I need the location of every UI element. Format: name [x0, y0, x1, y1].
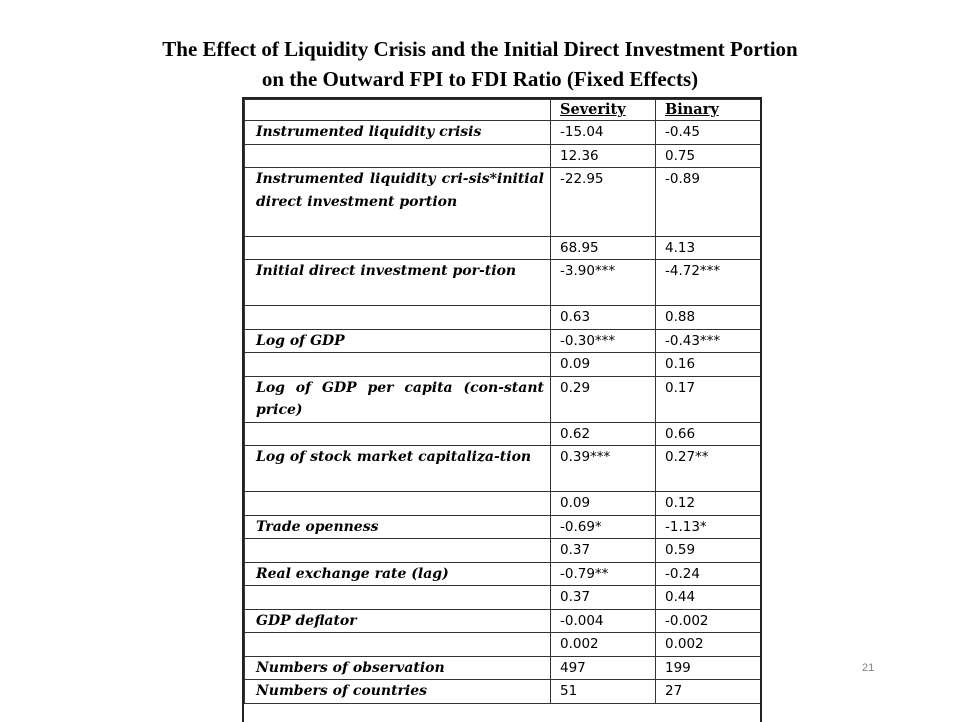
row-variable-label: Trade openness: [244, 514, 551, 539]
row-binary-value: 0.16: [655, 352, 760, 377]
row-severity-value: 0.09: [550, 491, 656, 516]
row-variable-label: [244, 632, 551, 657]
row-variable-label: [244, 491, 551, 516]
row-severity-value: 12.36: [550, 143, 656, 168]
row-severity-value: 0.29: [550, 375, 656, 423]
row-binary-value: -0.45: [655, 120, 760, 145]
table-row: Log of stock market capitaliza-tion 0.39*…: [244, 445, 760, 492]
row-severity-value: 51: [550, 679, 656, 704]
row-variable-label: [244, 352, 551, 377]
row-variable-label: Instrumented liquidity crisis: [244, 120, 551, 145]
row-severity-value: 0.37: [550, 538, 656, 563]
regression-table: Severity Binary Instrumented liquidity c…: [244, 99, 760, 704]
row-binary-value: 0.002: [655, 632, 760, 657]
regression-table-image: Severity Binary Instrumented liquidity c…: [242, 97, 762, 722]
table-row: 0.09 0.16: [244, 352, 760, 377]
table-row: Numbers of countries 51 27: [244, 679, 760, 704]
row-variable-label: Numbers of countries: [244, 679, 551, 704]
row-severity-value: -3.90***: [550, 259, 656, 306]
row-binary-value: 0.66: [655, 421, 760, 446]
row-severity-value: 0.09: [550, 352, 656, 377]
row-binary-value: -0.24: [655, 561, 760, 586]
table-row: Trade openness -0.69* -1.13*: [244, 514, 760, 539]
row-binary-value: 0.59: [655, 538, 760, 563]
table-row: Real exchange rate (lag) -0.79** -0.24: [244, 561, 760, 586]
row-binary-value: -4.72***: [655, 259, 760, 306]
table-row: Initial direct investment por-tion -3.90*…: [244, 259, 760, 306]
row-severity-value: 0.37: [550, 585, 656, 610]
table-row: Log of GDP -0.30*** -0.43***: [244, 328, 760, 353]
row-binary-value: 27: [655, 679, 760, 704]
header-binary: Binary: [655, 99, 760, 121]
row-variable-label: [244, 421, 551, 446]
row-binary-value: 0.44: [655, 585, 760, 610]
header-severity: Severity: [550, 99, 656, 121]
row-variable-label: [244, 305, 551, 330]
table-row: 68.95 4.13: [244, 235, 760, 260]
slide-title-line-2: on the Outward FPI to FDI Ratio (Fixed E…: [261, 67, 699, 91]
header-variable: [244, 99, 551, 121]
page-number: 21: [862, 662, 875, 674]
row-variable-label: [244, 143, 551, 168]
table-row: 0.62 0.66: [244, 421, 760, 446]
row-binary-value: -0.002: [655, 608, 760, 633]
row-variable-label: [244, 538, 551, 563]
row-severity-value: -0.69*: [550, 514, 656, 539]
table-row: Instrumented liquidity cri-sis*initial d…: [244, 167, 760, 237]
row-variable-label: Instrumented liquidity cri-sis*initial d…: [244, 167, 551, 237]
row-severity-value: -0.30***: [550, 328, 656, 353]
table-row: 0.37 0.59: [244, 538, 760, 563]
row-severity-value: -22.95: [550, 167, 656, 237]
row-severity-value: 0.62: [550, 421, 656, 446]
row-binary-value: -0.43***: [655, 328, 760, 353]
table-row: Log of GDP per capita (con-stant price) 0…: [244, 375, 760, 423]
row-variable-label: [244, 585, 551, 610]
row-binary-value: 199: [655, 655, 760, 680]
row-severity-value: 0.002: [550, 632, 656, 657]
row-binary-value: -0.89: [655, 167, 760, 237]
row-binary-value: 0.27**: [655, 445, 760, 492]
row-severity-value: 0.39***: [550, 445, 656, 492]
row-severity-value: -15.04: [550, 120, 656, 145]
table-row: 0.37 0.44: [244, 585, 760, 610]
row-variable-label: Log of GDP per capita (con-stant price): [244, 375, 551, 423]
row-severity-value: 68.95: [550, 235, 656, 260]
row-variable-label: GDP deflator: [244, 608, 551, 633]
row-variable-label: [244, 235, 551, 260]
row-binary-value: 0.17: [655, 375, 760, 423]
row-binary-value: 0.12: [655, 491, 760, 516]
row-severity-value: 497: [550, 655, 656, 680]
table-row: GDP deflator -0.004 -0.002: [244, 608, 760, 633]
table-row: 0.002 0.002: [244, 632, 760, 657]
row-variable-label: Initial direct investment por-tion: [244, 259, 551, 306]
row-binary-value: -1.13*: [655, 514, 760, 539]
row-severity-value: 0.63: [550, 305, 656, 330]
row-severity-value: -0.004: [550, 608, 656, 633]
row-binary-value: 4.13: [655, 235, 760, 260]
table-header-row: Severity Binary: [244, 99, 760, 121]
table-row: Numbers of observation 497 199: [244, 655, 760, 680]
table-row: 0.63 0.88: [244, 305, 760, 330]
row-variable-label: Log of stock market capitaliza-tion: [244, 445, 551, 492]
row-severity-value: -0.79**: [550, 561, 656, 586]
row-variable-label: Numbers of observation: [244, 655, 551, 680]
row-variable-label: Real exchange rate (lag): [244, 561, 551, 586]
table-row: 12.36 0.75: [244, 143, 760, 168]
row-binary-value: 0.88: [655, 305, 760, 330]
slide-title: The Effect of Liquidity Crisis and the I…: [0, 34, 960, 94]
slide-title-line-1: The Effect of Liquidity Crisis and the I…: [162, 37, 798, 61]
table-row: Instrumented liquidity crisis -15.04 -0.45: [244, 120, 760, 145]
table-row: 0.09 0.12: [244, 491, 760, 516]
row-binary-value: 0.75: [655, 143, 760, 168]
row-variable-label: Log of GDP: [244, 328, 551, 353]
